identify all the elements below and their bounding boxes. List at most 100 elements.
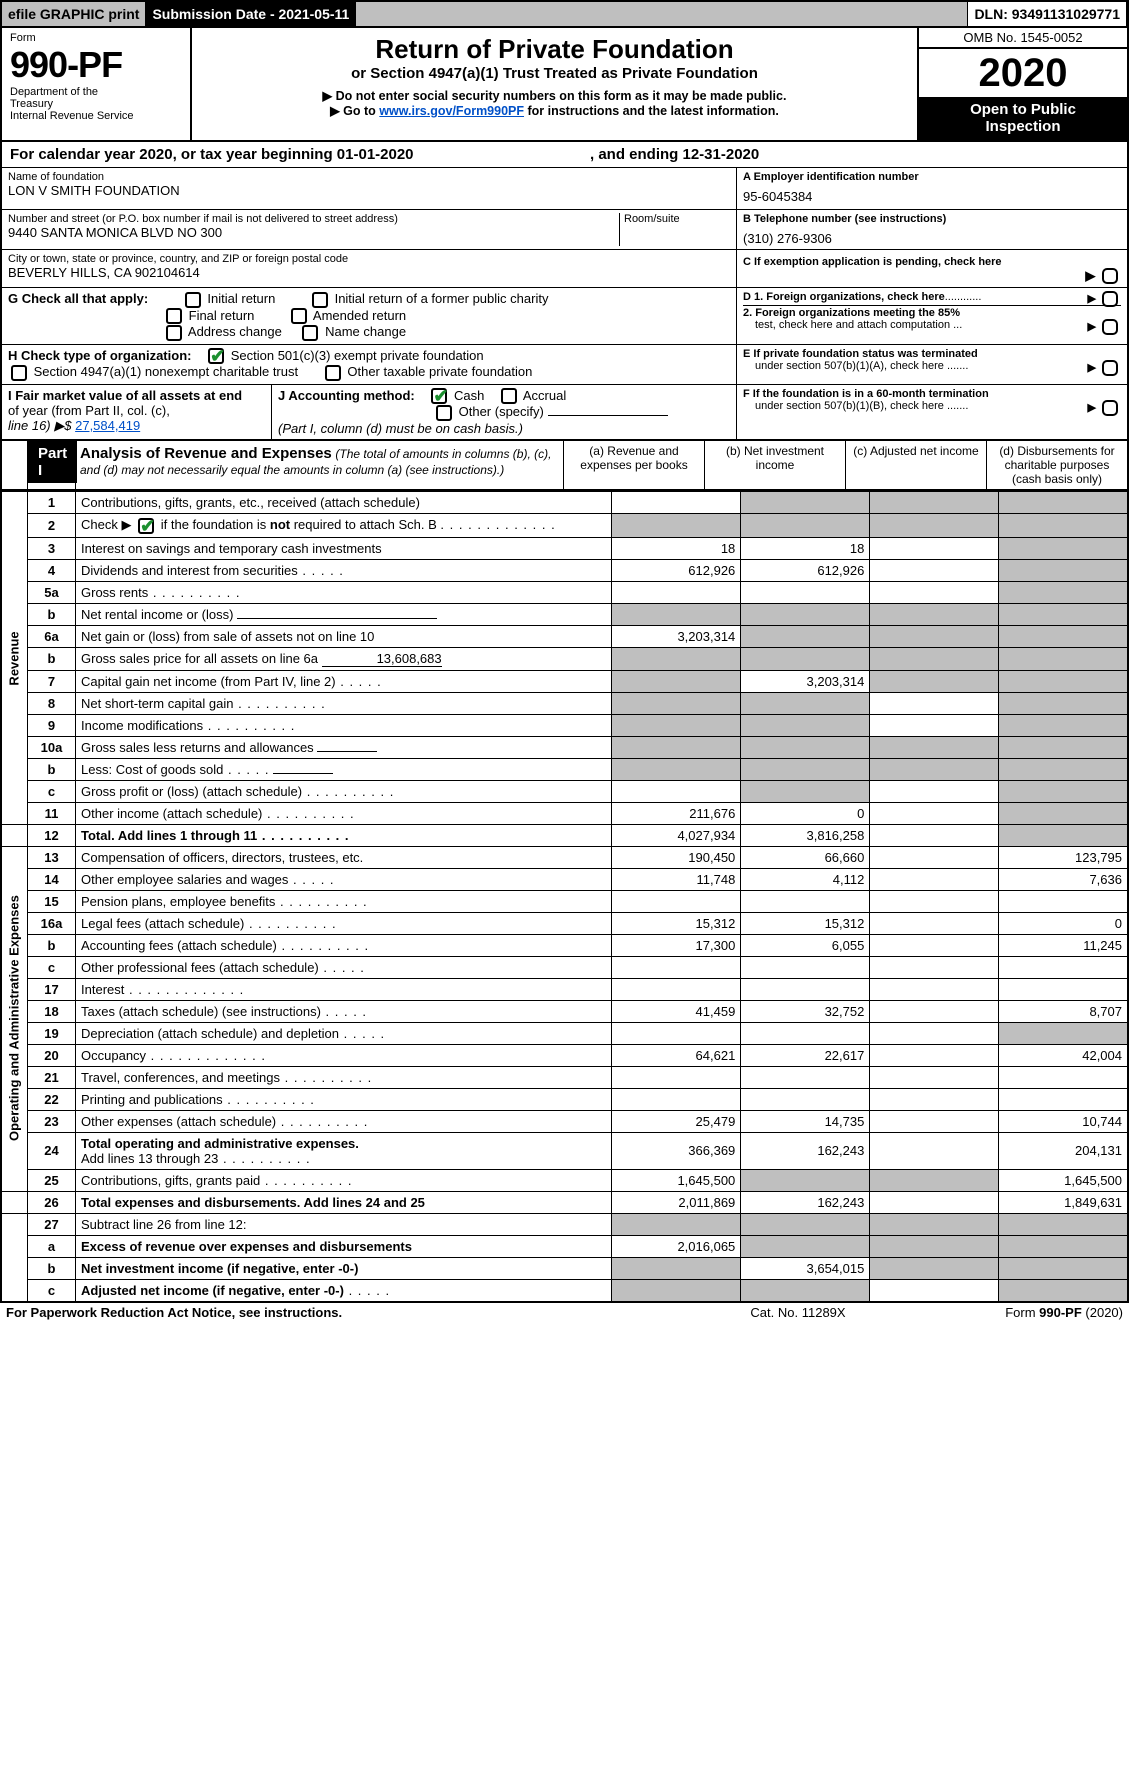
g-final-return-checkbox[interactable] — [166, 308, 182, 324]
g-initial-return-checkbox[interactable] — [185, 292, 201, 308]
h-section: H Check type of organization: Section 50… — [2, 345, 737, 385]
f-checkbox[interactable] — [1102, 400, 1118, 416]
amt-26d: 1,849,631 — [999, 1191, 1128, 1213]
dept-line1: Department of the — [10, 86, 182, 98]
d2b: if the foundation is — [161, 517, 270, 532]
desc-1: Contributions, gifts, grants, etc., rece… — [76, 492, 612, 514]
d1-checkbox[interactable] — [1102, 291, 1118, 307]
footer-cat: Cat. No. 11289X — [673, 1305, 923, 1320]
d2not: not — [270, 517, 290, 532]
topbar-spacer — [356, 2, 968, 26]
f-l2: under section 507(b)(1)(B), check here .… — [755, 400, 968, 412]
amt-26a: 2,011,869 — [612, 1191, 741, 1213]
h-4947-checkbox[interactable] — [11, 365, 27, 381]
amt-12a: 4,027,934 — [612, 824, 741, 846]
amt-4b: 612,926 — [741, 559, 870, 581]
amt-23d: 10,744 — [999, 1110, 1128, 1132]
part1-label: Part I — [28, 441, 77, 483]
j-cash: Cash — [454, 388, 484, 403]
amt-6a: 3,203,314 — [612, 625, 741, 647]
addr-value: 9440 SANTA MONICA BLVD NO 300 — [8, 225, 615, 240]
g-address-change-checkbox[interactable] — [166, 325, 182, 341]
rownum-17: 17 — [28, 978, 76, 1000]
table-row: b Net rental income or (loss) — [1, 603, 1128, 625]
rownum-10a: 10a — [28, 736, 76, 758]
desc-6b: Gross sales price for all assets on line… — [76, 647, 612, 670]
amt-16bd: 11,245 — [999, 934, 1128, 956]
amt-26b: 162,243 — [741, 1191, 870, 1213]
h-label: H Check type of organization: — [8, 348, 191, 363]
h-501c3-checkbox[interactable] — [208, 348, 224, 364]
j-accrual-checkbox[interactable] — [501, 388, 517, 404]
desc-16b: Accounting fees (attach schedule) — [76, 934, 612, 956]
header-center: Return of Private Foundation or Section … — [192, 28, 917, 140]
dln-label: DLN: 93491131029771 — [968, 2, 1127, 26]
g-amended-return-checkbox[interactable] — [291, 308, 307, 324]
amt-23b: 14,735 — [741, 1110, 870, 1132]
table-row: 20 Occupancy 64,621 22,617 42,004 — [1, 1044, 1128, 1066]
part1-title-cell: Analysis of Revenue and Expenses (The to… — [76, 441, 564, 489]
fmv-link[interactable]: 27,584,419 — [75, 418, 140, 433]
tax-year: 2020 — [919, 49, 1127, 97]
sch-b-checkbox[interactable] — [138, 518, 154, 534]
form990pf-link[interactable]: www.irs.gov/Form990PF — [379, 104, 524, 118]
rownum-11: 11 — [28, 802, 76, 824]
h-o2: Section 4947(a)(1) nonexempt charitable … — [34, 364, 298, 379]
j-other-checkbox[interactable] — [436, 405, 452, 421]
d2-checkbox[interactable] — [1102, 319, 1118, 335]
desc-2: Check ▶ if the foundation is not require… — [76, 514, 612, 538]
j-cash-checkbox[interactable] — [431, 388, 447, 404]
e-checkbox[interactable] — [1102, 360, 1118, 376]
rownum-26: 26 — [28, 1191, 76, 1213]
open-inspection: Open to Public Inspection — [919, 97, 1127, 140]
j-label: J Accounting method: — [278, 388, 415, 403]
rownum-27a: a — [28, 1235, 76, 1257]
c-label: C If exemption application is pending, c… — [743, 256, 1002, 268]
c-checkbox[interactable] — [1102, 268, 1118, 284]
g-initial-public-checkbox[interactable] — [312, 292, 328, 308]
table-row: 4 Dividends and interest from securities… — [1, 559, 1128, 581]
e-l2: under section 507(b)(1)(A), check here .… — [755, 360, 968, 372]
amt-24b: 162,243 — [741, 1132, 870, 1169]
h-other-taxable-checkbox[interactable] — [325, 365, 341, 381]
table-row: 24 Total operating and administrative ex… — [1, 1132, 1128, 1169]
header-left: Form 990-PF Department of the Treasury I… — [2, 28, 192, 140]
rownum-27: 27 — [28, 1213, 76, 1235]
efile-button[interactable]: efile GRAPHIC print — [2, 2, 146, 26]
e-l1: E If private foundation status was termi… — [743, 348, 978, 360]
h-o1: Section 501(c)(3) exempt private foundat… — [231, 348, 484, 363]
amt-14d: 7,636 — [999, 868, 1128, 890]
d2b-label: test, check here and attach computation … — [755, 319, 962, 331]
rownum-7: 7 — [28, 670, 76, 692]
i-l1: I Fair market value of all assets at end — [8, 388, 242, 403]
table-row: Operating and Administrative Expenses 13… — [1, 846, 1128, 868]
desc-22: Printing and publications — [76, 1088, 612, 1110]
j-section: J Accounting method: Cash Accrual Other … — [272, 385, 736, 439]
rownum-19: 19 — [28, 1022, 76, 1044]
top-bar: efile GRAPHIC print Submission Date - 20… — [0, 0, 1129, 28]
col-b-head: (b) Net investment income — [705, 441, 846, 489]
rownum-12: 12 — [28, 824, 76, 846]
desc-5b: Net rental income or (loss) — [76, 603, 612, 625]
desc-13: Compensation of officers, directors, tru… — [76, 846, 612, 868]
g-o5: Address change — [188, 324, 282, 339]
rownum-8: 8 — [28, 692, 76, 714]
rownum-13: 13 — [28, 846, 76, 868]
amt-13a: 190,450 — [612, 846, 741, 868]
instr-ssn: ▶ Do not enter social security numbers o… — [202, 88, 907, 103]
i-l2: of year (from Part II, col. (c), — [8, 403, 170, 418]
amt-11a: 211,676 — [612, 802, 741, 824]
amt-16aa: 15,312 — [612, 912, 741, 934]
desc-10b: Less: Cost of goods sold — [76, 758, 612, 780]
amt-3b: 18 — [741, 537, 870, 559]
amt-13d: 123,795 — [999, 846, 1128, 868]
amt-3a: 18 — [612, 537, 741, 559]
desc-8: Net short-term capital gain — [76, 692, 612, 714]
rownum-27b: b — [28, 1257, 76, 1279]
table-row: 27 Subtract line 26 from line 12: — [1, 1213, 1128, 1235]
f-section: F If the foundation is in a 60-month ter… — [737, 385, 1127, 439]
j-other: Other (specify) — [459, 404, 544, 419]
g-name-change-checkbox[interactable] — [302, 325, 318, 341]
rownum-6a: 6a — [28, 625, 76, 647]
desc-5a: Gross rents — [76, 581, 612, 603]
